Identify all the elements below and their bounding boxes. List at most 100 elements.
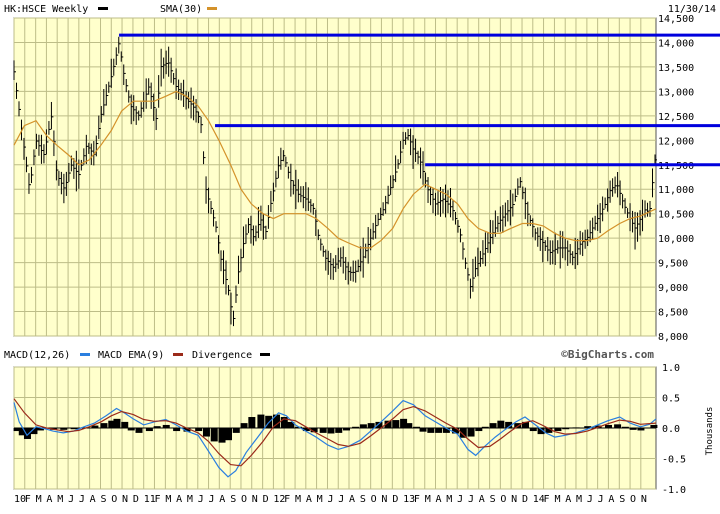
macd-line bbox=[13, 399, 657, 478]
x-tick-label: A bbox=[46, 494, 52, 505]
x-tick-label: J bbox=[587, 494, 593, 505]
divergence-bar bbox=[145, 428, 153, 432]
divergence-bar bbox=[60, 428, 68, 430]
divergence-bar bbox=[232, 428, 240, 433]
divergence-bar bbox=[91, 425, 99, 428]
divergence-bar bbox=[23, 428, 31, 439]
macd-y-tick-label: -0.5 bbox=[662, 455, 686, 466]
price-axis: 8,0008,5009,0009,50010,00010,50011,00011… bbox=[658, 14, 694, 343]
macd-y-tick-label: 0.5 bbox=[662, 394, 680, 405]
divergence-bar bbox=[442, 428, 450, 433]
x-tick-label: M bbox=[57, 494, 63, 505]
divergence-legend-swatch bbox=[260, 353, 270, 356]
date-label: 11/30/14 bbox=[668, 4, 716, 15]
divergence-bar bbox=[359, 424, 367, 428]
price-y-tick-label: 14,500 bbox=[658, 14, 694, 25]
x-tick-label: M bbox=[425, 494, 431, 505]
x-tick-label: A bbox=[565, 494, 571, 505]
divergence-label: Divergence bbox=[192, 350, 252, 361]
divergence-bar bbox=[272, 414, 280, 428]
divergence-bar bbox=[121, 421, 129, 428]
divergence-bar bbox=[562, 428, 570, 430]
x-tick-label: M bbox=[576, 494, 582, 505]
price-legend: HK:HSCE Weekly SMA(30) 11/30/14 bbox=[4, 4, 716, 15]
price-plot bbox=[13, 33, 720, 327]
divergence-bar bbox=[36, 428, 44, 431]
divergence-bar bbox=[240, 423, 248, 428]
x-tick-label: S bbox=[101, 494, 107, 505]
divergence-bar bbox=[218, 428, 226, 443]
sma-line bbox=[13, 90, 657, 249]
divergence-bar bbox=[614, 424, 622, 428]
sma-legend-swatch bbox=[207, 7, 217, 10]
x-tick-label: N bbox=[122, 494, 128, 505]
x-tick-label: M bbox=[187, 494, 193, 505]
symbol-label: HK:HSCE Weekly bbox=[4, 4, 88, 15]
price-y-tick-label: 10,000 bbox=[658, 234, 694, 245]
divergence-bar bbox=[529, 428, 537, 432]
x-tick-label: S bbox=[360, 494, 366, 505]
divergence-bar bbox=[621, 426, 629, 428]
divergence-bar bbox=[18, 428, 26, 436]
divergence-bar bbox=[335, 428, 343, 433]
divergence-bar bbox=[302, 428, 310, 432]
divergence-bar bbox=[451, 428, 459, 434]
x-tick-label: O bbox=[111, 494, 117, 505]
x-tick-label: J bbox=[598, 494, 604, 505]
x-tick-label: N bbox=[381, 494, 387, 505]
x-tick-label: F bbox=[414, 494, 420, 505]
x-tick-label: D bbox=[263, 494, 269, 505]
divergence-bar bbox=[30, 428, 38, 435]
divergence-bar bbox=[162, 424, 170, 428]
price-y-tick-label: 12,000 bbox=[658, 136, 694, 147]
macd-y-tick-label: 0.0 bbox=[662, 424, 680, 435]
divergence-bar bbox=[405, 423, 413, 428]
x-tick-label: D bbox=[522, 494, 528, 505]
divergence-bar bbox=[183, 428, 191, 432]
price-y-tick-label: 13,500 bbox=[658, 63, 694, 74]
x-tick-label: J bbox=[338, 494, 344, 505]
x-tick-label: M bbox=[36, 494, 42, 505]
price-y-tick-label: 14,000 bbox=[658, 38, 694, 49]
sma-label: SMA(30) bbox=[160, 4, 202, 15]
divergence-bar bbox=[248, 417, 256, 428]
price-y-tick-label: 8,500 bbox=[658, 308, 688, 319]
x-tick-label: J bbox=[468, 494, 474, 505]
divergence-bar bbox=[153, 426, 161, 428]
divergence-bar bbox=[435, 428, 443, 433]
x-tick-label: F bbox=[284, 494, 290, 505]
divergence-bar bbox=[319, 428, 327, 433]
x-tick-label: M bbox=[317, 494, 323, 505]
x-tick-label: N bbox=[252, 494, 258, 505]
price-y-tick-label: 11,000 bbox=[658, 185, 694, 196]
price-y-tick-label: 9,500 bbox=[658, 259, 688, 270]
x-tick-label: A bbox=[608, 494, 614, 505]
divergence-bar bbox=[537, 428, 545, 435]
divergence-bar bbox=[375, 421, 383, 428]
x-tick-label: 11 bbox=[144, 494, 156, 505]
x-tick-label: S bbox=[619, 494, 625, 505]
price-y-tick-label: 13,000 bbox=[658, 87, 694, 98]
x-tick-label: 12 bbox=[273, 494, 285, 505]
divergence-bar bbox=[195, 428, 203, 432]
macd-y-tick-label: -1.0 bbox=[662, 485, 686, 496]
x-tick-label: J bbox=[198, 494, 204, 505]
divergence-bar bbox=[135, 428, 143, 433]
x-tick-label: J bbox=[79, 494, 85, 505]
x-tick-label: N bbox=[511, 494, 517, 505]
x-tick-label: O bbox=[500, 494, 506, 505]
macd-ylabel: Thousands bbox=[705, 407, 715, 456]
divergence-bar bbox=[100, 423, 108, 428]
divergence-bar bbox=[650, 424, 658, 428]
divergence-bar bbox=[225, 428, 232, 441]
divergence-bar bbox=[459, 428, 467, 438]
x-tick-label: 10 bbox=[14, 494, 26, 505]
divergence-bar bbox=[505, 421, 513, 428]
divergence-bar bbox=[287, 421, 295, 428]
divergence-bar bbox=[13, 428, 21, 432]
x-tick-label: F bbox=[25, 494, 31, 505]
macd-label: MACD(12,26) bbox=[4, 350, 70, 361]
macd-plot bbox=[13, 398, 658, 478]
